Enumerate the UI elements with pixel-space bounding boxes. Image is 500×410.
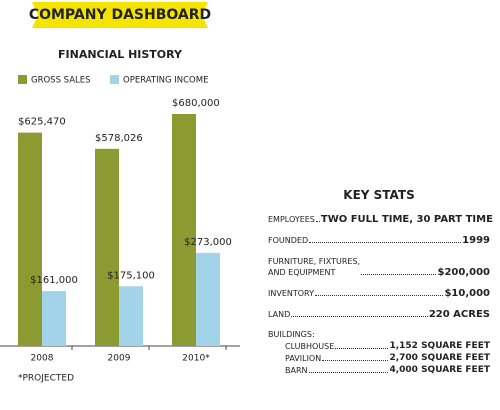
stat-label-line: FURNITURE, FIXTURES, <box>268 257 361 266</box>
stat-label: FURNITURE, FIXTURES, AND EQUIPMENT <box>268 256 360 278</box>
stat-row: LAND 220 ACRES <box>268 309 490 320</box>
dot-leader <box>315 221 320 222</box>
stat-value: 4,000 SQUARE FEET <box>389 365 490 375</box>
value-label: $680,000 <box>172 98 220 109</box>
stat-label: INVENTORY <box>268 289 314 298</box>
bar <box>196 252 220 346</box>
dot-leader <box>314 295 444 296</box>
stat-value: $10,000 <box>444 288 490 299</box>
stat-label: EMPLOYEES <box>268 215 315 224</box>
stat-label: BARN <box>285 366 308 375</box>
bar <box>95 148 119 346</box>
key-stats-title: KEY STATS <box>343 188 415 202</box>
legend-label: OPERATING INCOME <box>123 76 208 86</box>
stat-label-line: AND EQUIPMENT <box>268 268 336 277</box>
stat-row: PAVILION 2,700 SQUARE FEET <box>285 353 490 364</box>
key-stats: KEY STATS EMPLOYEES TWO FULL TIME, 30 PAR… <box>268 188 493 377</box>
stat-value: 1,152 SQUARE FEET <box>389 341 490 351</box>
stat-row: BARN 4,000 SQUARE FEET <box>285 365 490 376</box>
legend-swatch <box>110 75 119 84</box>
chart-title: FINANCIAL HISTORY <box>58 48 183 61</box>
value-label: $273,000 <box>184 237 232 248</box>
value-label: $625,470 <box>18 117 66 128</box>
stat-row: FOUNDED 1999 <box>268 235 490 246</box>
dot-leader <box>335 348 389 349</box>
stat-label: PAVILION <box>285 354 322 363</box>
stat-label: LAND <box>268 310 291 319</box>
x-tick-label: 2009 <box>108 354 131 364</box>
bar <box>119 286 143 346</box>
stat-row: INVENTORY $10,000 <box>268 288 490 299</box>
stat-value: 1999 <box>462 235 490 246</box>
stat-row: EMPLOYEES TWO FULL TIME, 30 PART TIME <box>268 214 493 225</box>
stat-value: 220 ACRES <box>428 309 490 320</box>
x-tick-label: 2010* <box>182 354 210 364</box>
stat-label: FOUNDED <box>268 236 309 245</box>
stat-row: CLUBHOUSE 1,152 SQUARE FEET <box>285 341 490 352</box>
legend-swatch <box>18 75 27 84</box>
buildings-label: BUILDINGS: <box>268 330 315 339</box>
stat-value: $200,000 <box>437 267 490 278</box>
dot-leader <box>291 316 428 317</box>
bar <box>172 114 196 346</box>
banner <box>32 2 208 28</box>
stat-row: FURNITURE, FIXTURES, AND EQUIPMENT $200,00… <box>268 256 490 278</box>
stat-value: TWO FULL TIME, 30 PART TIME <box>320 214 493 225</box>
value-label: $578,026 <box>95 133 143 144</box>
legend-label: GROSS SALES <box>31 76 91 86</box>
dot-leader <box>322 360 389 361</box>
footnote: *PROJECTED <box>18 374 74 384</box>
bar <box>42 291 66 346</box>
dot-leader <box>308 372 389 373</box>
dot-leader <box>309 242 462 243</box>
bar <box>18 132 42 346</box>
value-label: $161,000 <box>30 275 78 286</box>
dashboard-title: COMPANY DASHBOARD <box>29 7 211 23</box>
stat-label: CLUBHOUSE <box>285 342 335 351</box>
dot-leader <box>361 274 437 275</box>
stat-value: 2,700 SQUARE FEET <box>389 353 490 363</box>
value-label: $175,100 <box>107 270 155 281</box>
x-tick-label: 2008 <box>31 354 54 364</box>
